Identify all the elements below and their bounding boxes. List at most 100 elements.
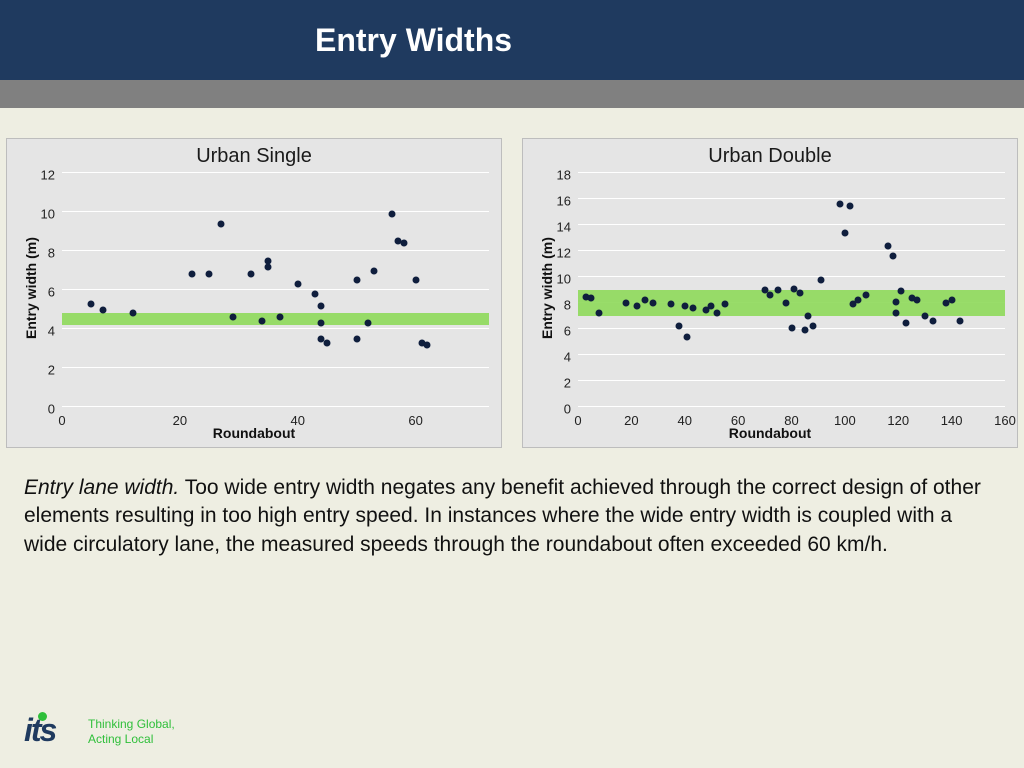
chart-point (100, 306, 107, 313)
chart-point (312, 290, 319, 297)
chart-point (841, 229, 848, 236)
chart-y-tick-label: 12 (557, 246, 571, 261)
chart-point (884, 242, 891, 249)
chart-point (788, 324, 795, 331)
chart-point (259, 318, 266, 325)
chart-point (265, 263, 272, 270)
chart-y-tick-label: 6 (564, 324, 571, 339)
chart-y-tick-label: 18 (557, 168, 571, 183)
chart-y-tick-label: 2 (48, 363, 55, 378)
chart-x-axis-label: Roundabout (7, 425, 501, 441)
chart-point (684, 333, 691, 340)
chart-point (801, 327, 808, 334)
logo-text: its (24, 712, 55, 749)
chart-point (796, 289, 803, 296)
chart-point (424, 341, 431, 348)
tagline-line1: Thinking Global, (88, 717, 175, 732)
chart-point (229, 314, 236, 321)
chart-point (775, 287, 782, 294)
chart-gridline (62, 172, 489, 173)
chart-point (929, 318, 936, 325)
chart-y-tick-label: 10 (557, 272, 571, 287)
chart-y-tick-label: 4 (48, 324, 55, 339)
chart-point (767, 292, 774, 299)
chart-point (353, 335, 360, 342)
tagline-line2: Acting Local (88, 732, 175, 747)
chart-gridline (62, 406, 489, 407)
body-paragraph: Entry lane width. Too wide entry width n… (0, 448, 1024, 559)
chart-point (676, 323, 683, 330)
chart-point (708, 302, 715, 309)
chart-point (913, 297, 920, 304)
body-lead: Entry lane width. (24, 476, 179, 499)
chart-point (188, 271, 195, 278)
chart-y-tick-label: 8 (48, 246, 55, 261)
chart-point (389, 210, 396, 217)
chart-point (863, 292, 870, 299)
chart-gridline (62, 250, 489, 251)
page-title: Entry Widths (315, 22, 512, 59)
chart-point (129, 310, 136, 317)
page-header: Entry Widths (0, 0, 1024, 80)
chart-title: Urban Single (7, 145, 501, 168)
chart-gridline (578, 380, 1005, 381)
chart-point (218, 220, 225, 227)
chart-y-axis-label: Entry width (m) (23, 237, 39, 339)
chart-point (596, 310, 603, 317)
chart-y-tick-label: 0 (48, 402, 55, 417)
chart-point (588, 294, 595, 301)
chart-point (247, 271, 254, 278)
chart-point (897, 288, 904, 295)
chart-title: Urban Double (523, 145, 1017, 168)
chart-gridline (578, 250, 1005, 251)
chart-point (956, 318, 963, 325)
chart-plot-area (62, 175, 489, 407)
chart-point (681, 302, 688, 309)
chart-point (88, 300, 95, 307)
chart-point (903, 319, 910, 326)
chart-y-axis-label: Entry width (m) (539, 237, 555, 339)
chart-point (847, 202, 854, 209)
its-logo: its (24, 714, 74, 750)
chart-reference-band (62, 313, 489, 325)
chart-point (318, 302, 325, 309)
charts-row: Urban Single0246810120204060801001201401… (0, 138, 1024, 448)
chart-y-tick-label: 12 (41, 168, 55, 183)
chart-gridline (578, 224, 1005, 225)
chart-point (892, 298, 899, 305)
chart-point (641, 297, 648, 304)
chart-point (400, 240, 407, 247)
chart-point (206, 271, 213, 278)
chart-gridline (62, 289, 489, 290)
chart-y-tick-label: 4 (564, 350, 571, 365)
chart-gridline (578, 198, 1005, 199)
chart-plot-area (578, 175, 1005, 407)
chart-gridline (62, 211, 489, 212)
chart-point (809, 323, 816, 330)
chart-point (804, 313, 811, 320)
chart-point (365, 320, 372, 327)
chart-box: Urban Double0246810121416180204060801001… (522, 138, 1018, 448)
chart-point (713, 310, 720, 317)
chart-point (412, 277, 419, 284)
chart-point (892, 310, 899, 317)
chart-point (353, 277, 360, 284)
chart-y-tick-label: 10 (41, 207, 55, 222)
chart-point (277, 314, 284, 321)
chart-point (318, 320, 325, 327)
chart-point (324, 339, 331, 346)
chart-box: Urban Single0246810120204060801001201401… (6, 138, 502, 448)
chart-point (889, 253, 896, 260)
chart-point (817, 276, 824, 283)
chart-y-tick-label: 8 (564, 298, 571, 313)
chart-point (294, 281, 301, 288)
chart-point (689, 305, 696, 312)
chart-point (855, 297, 862, 304)
chart-point (836, 201, 843, 208)
chart-gridline (578, 276, 1005, 277)
footer: its Thinking Global, Acting Local (24, 714, 175, 750)
chart-point (649, 300, 656, 307)
chart-point (371, 267, 378, 274)
chart-y-tick-label: 0 (564, 402, 571, 417)
chart-y-tick-label: 6 (48, 285, 55, 300)
